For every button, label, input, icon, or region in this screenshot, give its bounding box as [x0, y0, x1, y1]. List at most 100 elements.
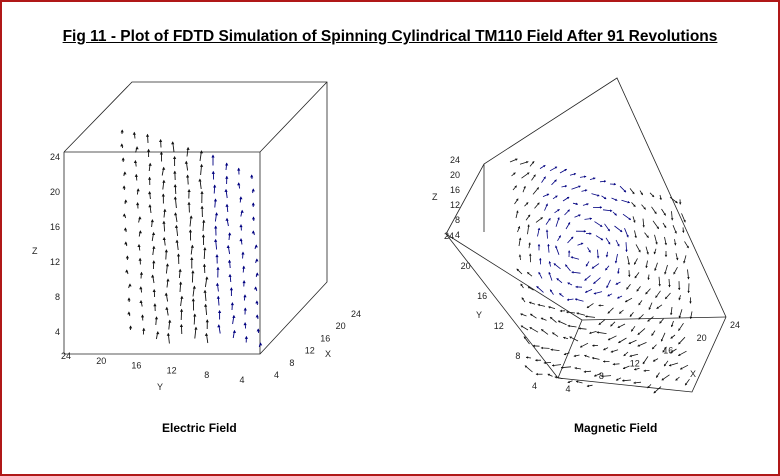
electric-field-vector	[226, 245, 231, 255]
magnetic-field-vector	[552, 364, 562, 367]
magnetic-field-vector	[607, 293, 613, 297]
magnetic-field-vector	[611, 197, 618, 201]
magnetic-field-vector	[659, 318, 664, 324]
magnetic-field-vector	[569, 336, 579, 342]
magnetic-field-vector	[642, 218, 645, 228]
electric-field-vector	[132, 131, 136, 139]
electric-field-box	[63, 81, 328, 355]
magnetic-field-vector	[554, 376, 563, 379]
magnetic-field-vector	[629, 353, 639, 358]
magnetic-x-tick-label: 16	[663, 346, 673, 356]
electric-field-caption: Electric Field	[162, 421, 237, 435]
magnetic-field-vector	[624, 228, 629, 238]
magnetic-field-vector	[556, 277, 563, 284]
electric-field-vector	[173, 184, 177, 195]
magnetic-field-vector	[551, 179, 557, 186]
electric-z-tick-label: 4	[55, 327, 60, 337]
magnetic-z-tick-label: 16	[450, 185, 460, 195]
electric-field-vector	[202, 263, 206, 274]
electric-x-tick-label: 12	[305, 346, 315, 356]
magnetic-field-vector	[670, 211, 674, 221]
electric-field-vector	[186, 174, 190, 185]
magnetic-field-vector	[614, 225, 623, 233]
electric-field-vector	[159, 151, 163, 162]
electric-field-vector	[251, 202, 255, 208]
magnetic-field-vector	[574, 298, 584, 302]
magnetic-field-vector	[606, 279, 611, 289]
magnetic-field-vector	[683, 255, 687, 264]
electric-field-vector	[124, 241, 128, 247]
electric-field-vector	[175, 239, 179, 251]
electric-field-vector	[203, 289, 207, 302]
magnetic-field-vector	[518, 254, 522, 261]
magnetic-field-vector	[682, 227, 685, 233]
electric-field-vector	[217, 324, 221, 334]
magnetic-field-vector	[675, 376, 680, 381]
magnetic-field-vector	[566, 298, 574, 301]
electric-field-vector	[237, 182, 241, 189]
magnetic-field-vector	[532, 187, 540, 195]
electric-field-vector	[186, 146, 190, 157]
electric-field-vector	[147, 148, 151, 157]
electric-field-vector	[159, 139, 163, 148]
magnetic-field-vector	[687, 283, 690, 293]
magnetic-field-vector	[592, 344, 599, 347]
magnetic-z-tick-label: 20	[450, 170, 460, 180]
magnetic-field-vector	[684, 241, 689, 249]
magnetic-field-vector	[678, 199, 682, 205]
electric-x-tick-label: 16	[320, 333, 330, 343]
magnetic-field-vector	[615, 377, 622, 381]
magnetic-field-vector	[560, 366, 572, 369]
electric-field-vector	[200, 190, 204, 204]
electric-vector-field	[120, 129, 263, 348]
magnetic-field-vector	[612, 211, 617, 216]
electric-field-vector	[128, 283, 132, 289]
magnetic-box-edge	[445, 233, 583, 321]
electric-field-vector	[152, 289, 156, 298]
magnetic-field-vector	[561, 185, 568, 188]
magnetic-field-vector	[610, 321, 616, 327]
electric-field-vector	[204, 303, 208, 316]
magnetic-field-vector	[662, 222, 667, 229]
magnetic-y-tick-label: 4	[532, 381, 537, 391]
magnetic-field-vector	[555, 217, 560, 227]
magnetic-field-vector	[593, 277, 601, 285]
magnetic-field-vector	[595, 235, 604, 241]
electric-field-vector	[200, 205, 204, 218]
electric-field-vector	[215, 282, 219, 292]
electric-y-tick-label: 4	[239, 375, 244, 385]
magnetic-field-vector	[554, 208, 560, 214]
electric-field-vector	[225, 162, 229, 171]
magnetic-field-vector	[655, 290, 661, 299]
magnetic-field-vector	[633, 381, 642, 385]
magnetic-field-vector	[633, 258, 638, 265]
electric-field-vector	[225, 203, 229, 213]
magnetic-field-vector	[529, 160, 535, 167]
electric-field-vector	[213, 198, 218, 208]
magnetic-field-vector	[569, 172, 577, 176]
magnetic-field-vector	[661, 374, 670, 381]
magnetic-field-vector	[542, 193, 550, 197]
magnetic-x-axis: 4 8 12 16 20 24	[565, 320, 740, 394]
magnetic-field-vector	[628, 339, 637, 345]
electric-field-vector	[138, 216, 142, 223]
electric-field-vector	[243, 307, 247, 315]
magnetic-field-vector	[583, 370, 592, 373]
electric-field-vector	[164, 292, 169, 302]
magnetic-y-axis-label: Y	[476, 310, 482, 320]
electric-field-vector	[214, 238, 218, 250]
magnetic-field-vector	[559, 309, 566, 313]
electric-field-vector	[155, 331, 160, 340]
magnetic-field-vector	[585, 232, 592, 235]
magnetic-field-vector	[529, 326, 539, 333]
magnetic-field-vector	[596, 249, 600, 259]
magnetic-field-vector	[664, 251, 668, 257]
electric-field-vector	[125, 269, 129, 275]
magnetic-field-vector	[552, 195, 558, 200]
magnetic-field-vector	[678, 295, 681, 301]
magnetic-field-vector	[689, 297, 692, 304]
magnetic-field-vector	[537, 227, 541, 237]
magnetic-field-vector	[651, 206, 657, 215]
magnetic-field-vector	[567, 282, 573, 286]
electric-field-vector	[239, 196, 243, 203]
